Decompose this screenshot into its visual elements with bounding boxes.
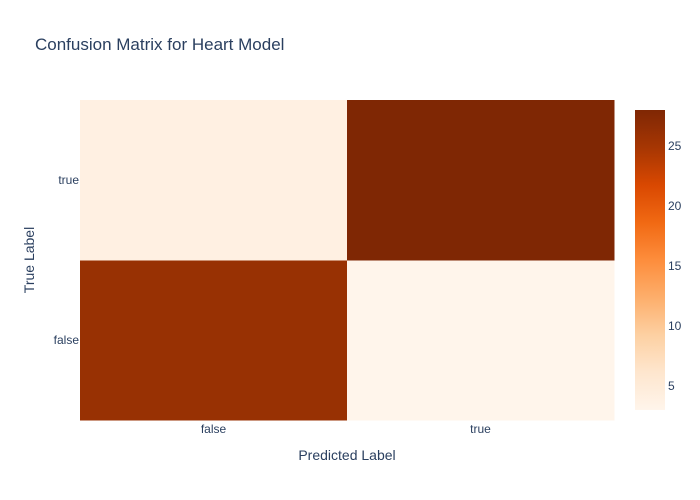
y-axis-ticks: false true bbox=[54, 173, 80, 347]
heatmap-cell-false-true[interactable] bbox=[347, 260, 615, 421]
colorbar-ticks: 5 10 15 20 25 bbox=[668, 139, 682, 393]
colorbar-tick-label: 5 bbox=[668, 379, 675, 393]
heatmap-cells bbox=[80, 100, 615, 421]
y-tick-label: true bbox=[58, 173, 79, 187]
x-axis-title: Predicted Label bbox=[298, 447, 395, 463]
colorbar bbox=[635, 110, 665, 410]
colorbar-tick-label: 25 bbox=[668, 139, 682, 153]
x-tick-label: false bbox=[201, 422, 227, 436]
x-tick-label: true bbox=[470, 422, 491, 436]
heatmap-cell-true-false[interactable] bbox=[80, 100, 348, 261]
colorbar-tick-label: 15 bbox=[668, 259, 682, 273]
heatmap-cell-true-true[interactable] bbox=[347, 100, 615, 261]
chart-title: Confusion Matrix for Heart Model bbox=[35, 35, 284, 54]
y-tick-label: false bbox=[54, 333, 80, 347]
colorbar-tick-label: 10 bbox=[668, 319, 682, 333]
heatmap-cell-false-false[interactable] bbox=[80, 260, 348, 421]
y-axis-title: True Label bbox=[21, 227, 37, 293]
colorbar-tick-label: 20 bbox=[668, 199, 682, 213]
x-axis-ticks: false true bbox=[201, 422, 491, 436]
